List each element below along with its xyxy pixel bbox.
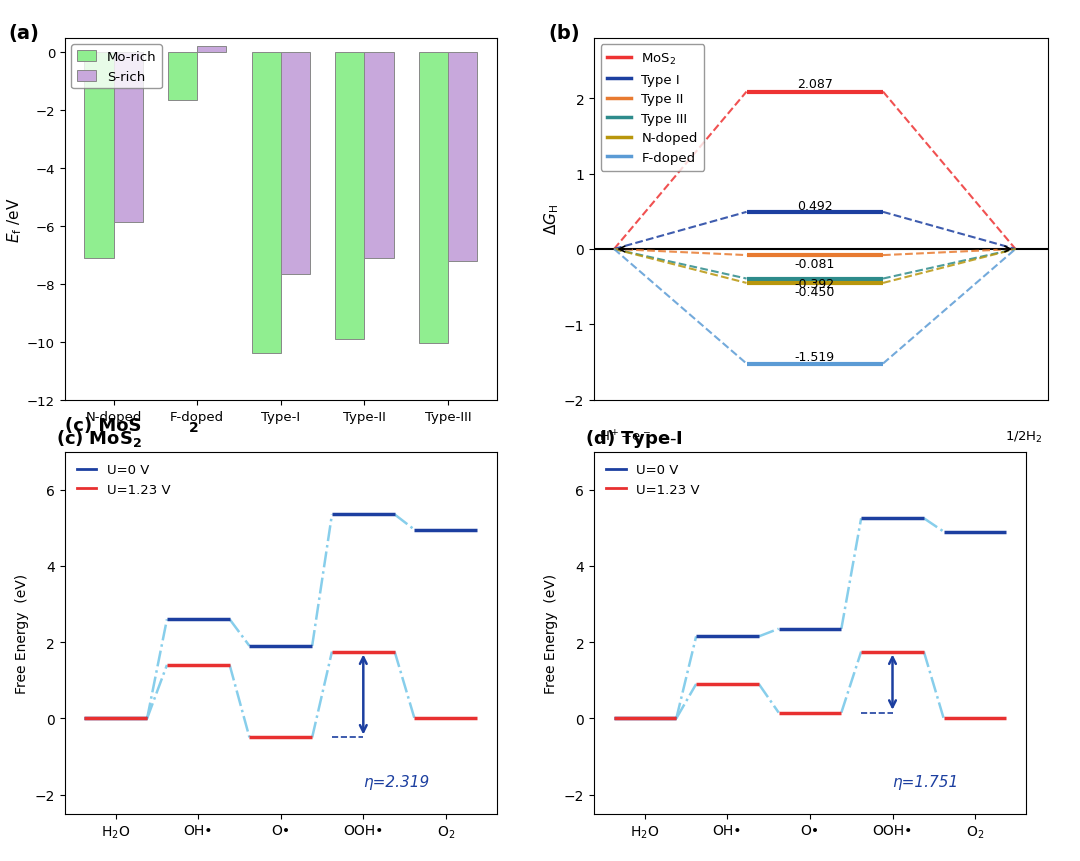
Text: 0.492: 0.492 [797,200,833,213]
Bar [168,53,198,101]
Text: $\mathbf{(c)\ MoS_2}$: $\mathbf{(c)\ MoS_2}$ [56,428,143,449]
Bar [198,47,227,53]
Legend: U=0 V, U=1.23 V: U=0 V, U=1.23 V [600,459,705,502]
Bar [113,53,143,222]
Text: -1.519: -1.519 [795,350,835,363]
Bar [252,53,281,354]
Text: (a): (a) [9,24,40,43]
Legend: U=0 V, U=1.23 V: U=0 V, U=1.23 V [71,459,176,502]
Text: $\mathbf{(d)\ Type\text{-}I}$: $\mathbf{(d)\ Type\text{-}I}$ [585,428,684,449]
Text: (b): (b) [549,24,580,43]
Legend: MoS$_2$, Type I, Type II, Type III, N-doped, F-doped: MoS$_2$, Type I, Type II, Type III, N-do… [600,46,704,171]
Text: 1/2H$_2$: 1/2H$_2$ [1005,430,1043,444]
Text: -0.081: -0.081 [795,257,835,270]
Text: 2: 2 [189,421,199,435]
Bar [448,53,477,262]
Legend: Mo-rich, S-rich: Mo-rich, S-rich [71,46,162,90]
Text: -0.450: -0.450 [795,286,835,299]
Bar [419,53,448,344]
Y-axis label: Free Energy  (eV): Free Energy (eV) [15,573,29,693]
Bar [335,53,364,339]
Text: η=2.319: η=2.319 [363,774,430,789]
Text: (c) MoS: (c) MoS [65,417,141,435]
Bar [364,53,393,258]
Y-axis label: $\Delta G_{\mathrm{H}}$: $\Delta G_{\mathrm{H}}$ [542,204,561,235]
Bar [84,53,113,258]
Text: -0.392: -0.392 [795,278,835,291]
Text: H$^+$+e$^-$: H$^+$+e$^-$ [598,430,650,444]
Y-axis label: Free Energy  (eV): Free Energy (eV) [544,573,558,693]
Text: 2.087: 2.087 [797,77,833,90]
Y-axis label: $E_{\mathrm{f}}$ /eV: $E_{\mathrm{f}}$ /eV [5,197,24,242]
Text: η=1.751: η=1.751 [892,774,959,789]
Bar [281,53,310,275]
